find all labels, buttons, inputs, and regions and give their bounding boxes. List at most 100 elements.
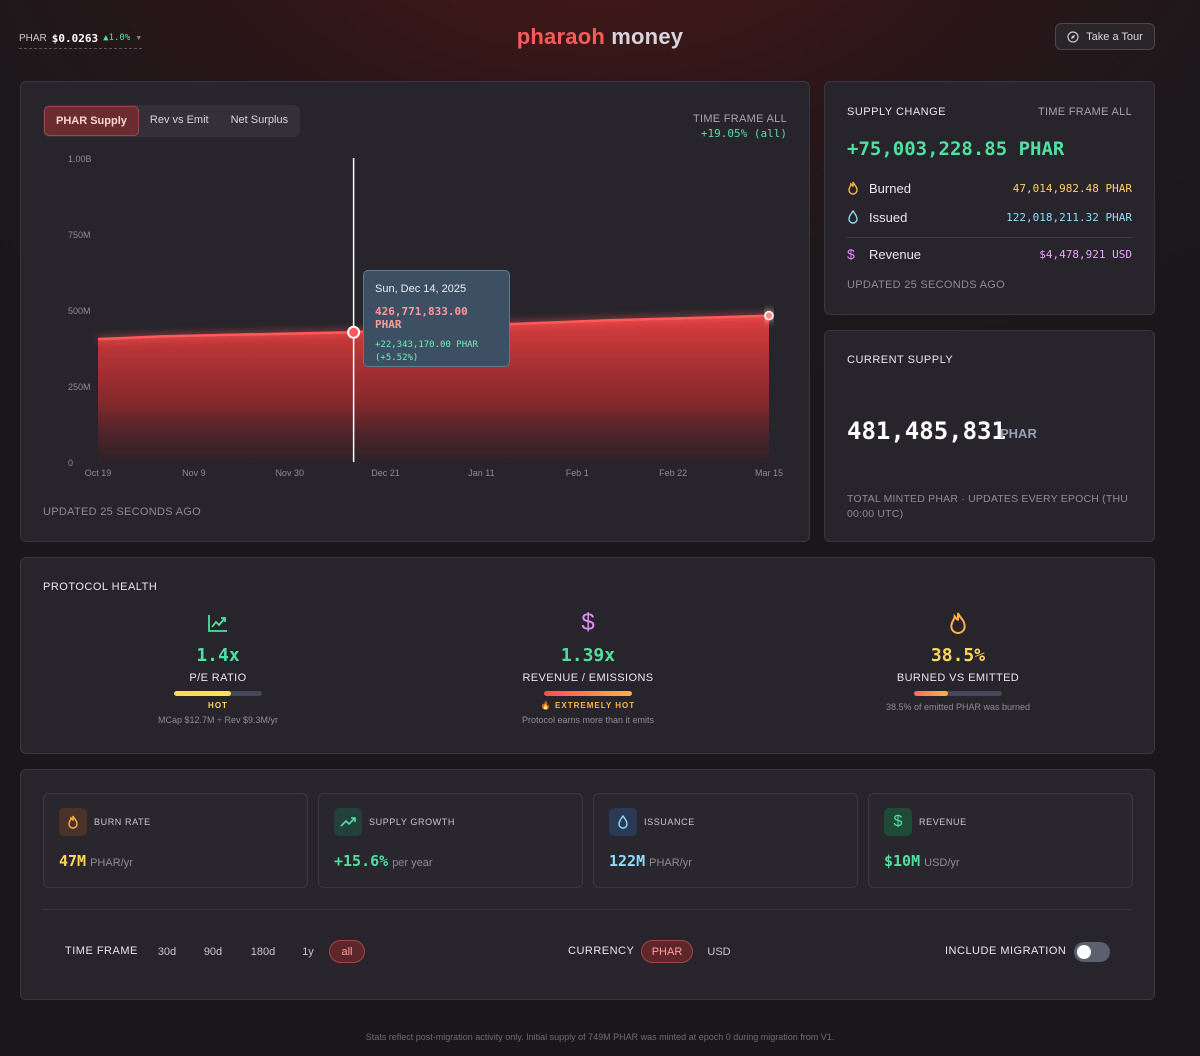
dollar-icon: $: [884, 808, 912, 836]
footer-note: Stats reflect post-migration activity on…: [365, 1032, 835, 1042]
burned-emitted-bar: [914, 691, 1002, 696]
revenue-row: $ Revenue $4,478,921 USD: [847, 245, 1132, 263]
brand-part1: pharaoh: [516, 24, 605, 49]
pe-ratio-sub: MCap $12.7M ÷ Rev $9.3M/yr: [158, 715, 278, 725]
toggle-knob: [1077, 945, 1091, 959]
issuance-stat: ISSUANCE 122M PHAR/yr: [593, 793, 858, 888]
pe-ratio-bar: [174, 691, 262, 696]
tab-rev-vs-emit[interactable]: Rev vs Emit: [149, 114, 209, 126]
revenue-stat-value: $10M USD/yr: [884, 852, 960, 870]
burned-emitted-metric: 38.5% BURNED VS EMITTED 38.5% of emitted…: [833, 610, 1083, 712]
tab-phar-supply[interactable]: PHAR Supply: [44, 106, 139, 136]
chart-tabs: PHAR Supply Rev vs Emit Net Surplus: [43, 105, 301, 137]
include-migration-toggle[interactable]: [1074, 942, 1110, 962]
flame-icon: [833, 610, 1083, 636]
y-tick-label: 500M: [68, 306, 91, 316]
burn-rate-number: 47M: [59, 852, 87, 870]
burn-rate-label: BURN RATE: [94, 817, 151, 827]
tooltip-date: Sun, Dec 14, 2025: [375, 283, 467, 295]
tooltip-delta: +22,343,170.00 PHAR: [375, 340, 478, 350]
x-tick-label: Jan 11: [468, 468, 494, 478]
time-frame-1y[interactable]: 1y: [302, 945, 314, 958]
revenue-emissions-metric: $ 1.39x REVENUE / EMISSIONS 🔥 EXTREMELY …: [463, 609, 713, 725]
supply-growth-stat: SUPPLY GROWTH +15.6% per year: [318, 793, 583, 888]
current-supply-value: 481,485,831: [847, 417, 1006, 445]
chart-time-frame: TIME FRAME ALL +19.05% (all): [693, 113, 787, 140]
time-frame-all[interactable]: all: [329, 940, 365, 963]
ticker-price: $0.0263: [51, 31, 99, 45]
burned-emitted-value: 38.5%: [930, 645, 986, 666]
supply-growth-number: +15.6%: [334, 852, 389, 870]
stats-card: BURN RATE 47M PHAR/yr SUPPLY GROWTH +15.6…: [20, 769, 1155, 1000]
include-migration-label: INCLUDE MIGRATION: [945, 945, 1067, 957]
supply-growth-unit: per year: [392, 857, 433, 869]
current-supply-unit: PHAR: [1000, 426, 1037, 441]
latest-point: [764, 310, 774, 321]
revenue-stat: $ REVENUE $10M USD/yr: [868, 793, 1133, 888]
currency-phar[interactable]: PHAR: [641, 940, 693, 963]
y-tick-label: 750M: [68, 230, 91, 240]
tooltip-value: 426,771,833.00 PHAR: [375, 305, 468, 331]
currency-label: CURRENCY: [568, 945, 635, 957]
flame-icon: 🔥: [540, 701, 552, 710]
issued-label: Issued: [869, 209, 908, 225]
issued-value: 122,018,211.32 PHAR: [1006, 210, 1132, 224]
current-supply-card: CURRENT SUPPLY 481,485,831 PHAR TOTAL MI…: [824, 330, 1155, 542]
revenue-emissions-tag-text: EXTREMELY HOT: [555, 701, 636, 710]
burned-value: 47,014,982.48 PHAR: [1012, 181, 1132, 195]
burned-emitted-sub: 38.5% of emitted PHAR was burned: [885, 702, 1031, 712]
revenue-emissions-value: 1.39x: [560, 645, 616, 666]
chart-time-frame-label: TIME FRAME ALL: [692, 113, 787, 125]
x-tick-label: Feb 1: [566, 468, 589, 478]
time-frame-90d[interactable]: 90d: [203, 945, 223, 958]
pe-ratio-value: 1.4x: [196, 645, 240, 666]
price-ticker[interactable]: PHAR $0.0263 ▲1.0% ▼: [19, 31, 143, 49]
x-tick-label: Nov 30: [275, 468, 304, 478]
tab-net-surplus[interactable]: Net Surplus: [230, 114, 289, 126]
divider: [43, 909, 1132, 910]
x-tick-label: Mar 15: [755, 468, 783, 478]
time-frame-30d[interactable]: 30d: [157, 945, 177, 958]
burn-rate-value: 47M PHAR/yr: [59, 852, 133, 870]
tooltip-delta-pct: (+5.52%): [375, 353, 419, 363]
supply-chart-card: 0 250M 500M 750M 1.00B Oct 19 Nov 9 Nov 30 Dec …: [20, 81, 810, 542]
issued-row: Issued 122,018,211.32 PHAR: [847, 208, 1132, 226]
dollar-icon: $: [847, 246, 855, 262]
dollar-icon: $: [581, 609, 595, 636]
revenue-stat-label: REVENUE: [919, 817, 967, 827]
current-supply-note: TOTAL MINTED PHAR · UPDATES EVERY EPOCH …: [847, 493, 1129, 520]
burn-rate-unit: PHAR/yr: [90, 857, 133, 869]
flame-icon: [847, 181, 861, 195]
burn-rate-stat: BURN RATE 47M PHAR/yr: [43, 793, 308, 888]
time-frame-label: TIME FRAME: [65, 945, 138, 957]
currency-usd[interactable]: USD: [707, 945, 731, 958]
issuance-unit: PHAR/yr: [649, 857, 692, 869]
protocol-health-card: PROTOCOL HEALTH 1.4x P/E RATIO HOT MCap …: [20, 557, 1155, 754]
supply-chart[interactable]: 0 250M 500M 750M 1.00B Oct 19 Nov 9 Nov 30 Dec …: [21, 82, 811, 543]
supply-change-title: SUPPLY CHANGE: [847, 106, 947, 118]
revenue-label: Revenue: [869, 246, 922, 262]
ticker-change: ▲1.0%: [103, 33, 131, 43]
chart-tooltip: Sun, Dec 14, 2025 426,771,833.00 PHAR +2…: [363, 270, 510, 367]
take-tour-button[interactable]: Take a Tour: [1055, 23, 1155, 50]
supply-growth-value: +15.6% per year: [334, 852, 433, 870]
take-tour-label: Take a Tour: [1086, 30, 1143, 43]
droplet-icon: [609, 808, 637, 836]
trend-chart-icon: [93, 610, 343, 636]
x-tick-label: Dec 21: [371, 468, 400, 478]
pe-ratio-tag: HOT: [208, 701, 228, 710]
x-tick-label: Feb 22: [659, 468, 687, 478]
x-tick-label: Nov 9: [182, 468, 206, 478]
issuance-label: ISSUANCE: [644, 817, 695, 827]
time-frame-180d[interactable]: 180d: [250, 945, 276, 958]
supply-change-total: +75,003,228.85 PHAR: [847, 138, 1065, 160]
y-tick-label: 250M: [68, 382, 91, 392]
supply-change-updated: UPDATED 25 SECONDS AGO: [847, 279, 1005, 291]
trend-up-icon: [334, 808, 362, 836]
brand-logo: pharaoh money: [0, 24, 1200, 50]
brand-part2: money: [611, 24, 684, 49]
burned-label: Burned: [869, 180, 911, 196]
compass-icon: [1067, 30, 1079, 43]
chart-time-frame-change: +19.05% (all): [700, 127, 787, 140]
revenue-emissions-tag: 🔥 EXTREMELY HOT: [463, 701, 713, 710]
